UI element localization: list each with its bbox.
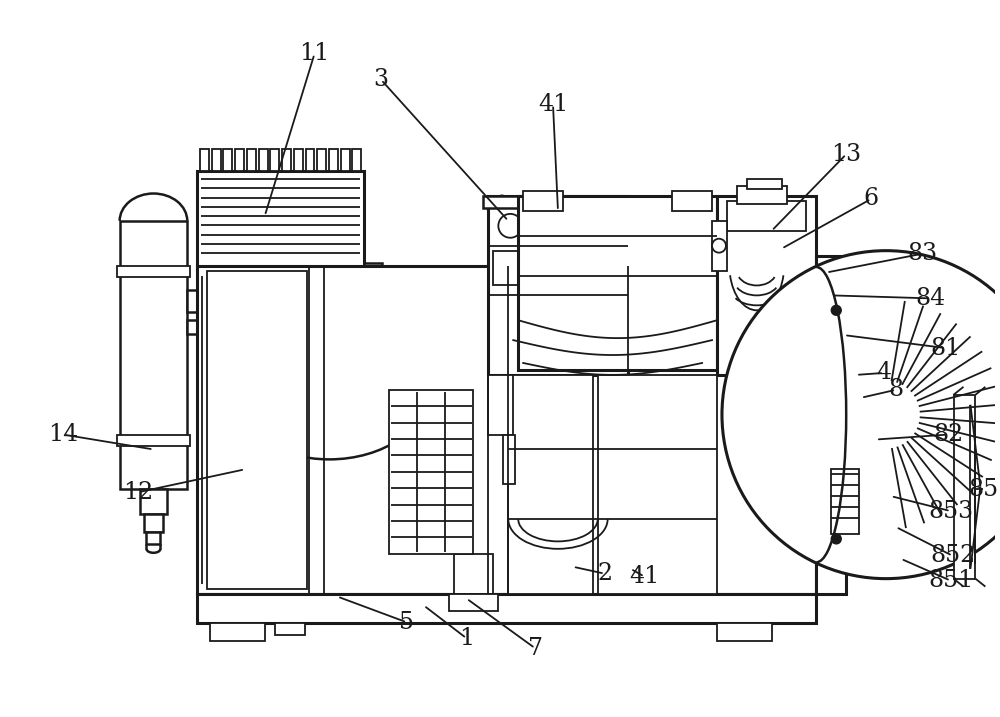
Bar — [197, 320, 364, 345]
Bar — [816, 256, 846, 594]
Text: 8: 8 — [888, 379, 903, 402]
Bar — [364, 262, 382, 280]
Bar — [449, 594, 498, 612]
Bar — [598, 375, 717, 594]
Bar — [712, 221, 727, 270]
Text: 11: 11 — [299, 42, 330, 65]
Bar — [831, 470, 859, 534]
Bar — [672, 191, 712, 211]
Text: 83: 83 — [908, 242, 938, 265]
Bar — [140, 489, 167, 514]
Bar — [223, 149, 232, 171]
Text: 14: 14 — [48, 423, 78, 446]
Bar — [747, 179, 782, 189]
Bar — [270, 149, 279, 171]
Bar — [247, 149, 256, 171]
Circle shape — [831, 534, 841, 544]
Bar — [483, 196, 637, 208]
Bar — [294, 149, 303, 171]
Bar — [146, 532, 160, 544]
Text: 6: 6 — [863, 187, 879, 211]
Text: 851: 851 — [928, 569, 973, 592]
Bar — [508, 375, 593, 594]
Text: 853: 853 — [928, 500, 973, 523]
Text: 1: 1 — [459, 627, 474, 650]
Bar — [488, 375, 513, 435]
Bar — [207, 270, 307, 589]
Bar — [144, 514, 163, 532]
Bar — [488, 196, 628, 375]
Text: 3: 3 — [374, 68, 389, 91]
Bar — [282, 149, 291, 171]
Text: 13: 13 — [831, 143, 861, 166]
Bar — [737, 186, 787, 204]
Text: 12: 12 — [123, 480, 154, 503]
Bar — [717, 196, 816, 375]
Bar — [954, 395, 975, 579]
Bar — [197, 265, 816, 594]
Bar — [120, 221, 187, 489]
Text: 7: 7 — [528, 637, 543, 660]
Bar — [235, 149, 244, 171]
Bar — [212, 149, 221, 171]
Text: 41: 41 — [538, 93, 568, 116]
Bar — [210, 623, 265, 641]
Circle shape — [498, 214, 522, 238]
Text: 41: 41 — [629, 565, 660, 588]
Bar — [389, 390, 473, 554]
Bar — [117, 435, 190, 447]
Text: 852: 852 — [930, 544, 975, 567]
Bar — [341, 149, 350, 171]
Bar — [197, 270, 364, 320]
Bar — [259, 149, 268, 171]
Text: 84: 84 — [916, 287, 946, 310]
Bar — [518, 196, 717, 370]
Circle shape — [831, 305, 841, 315]
Text: 81: 81 — [930, 336, 961, 359]
Bar — [352, 149, 361, 171]
Bar — [306, 149, 314, 171]
Bar — [454, 554, 493, 594]
Text: 4: 4 — [876, 361, 892, 384]
Bar — [197, 171, 364, 270]
Text: 5: 5 — [399, 611, 414, 634]
Bar — [727, 201, 806, 231]
Text: 85: 85 — [968, 478, 998, 500]
Bar — [717, 623, 772, 641]
Bar — [200, 149, 209, 171]
Bar — [187, 320, 199, 334]
Bar — [275, 623, 305, 635]
Text: 82: 82 — [933, 423, 964, 446]
Bar — [329, 149, 338, 171]
Bar — [382, 270, 392, 280]
Bar — [187, 290, 207, 313]
Text: 2: 2 — [597, 562, 612, 585]
Bar — [117, 265, 190, 277]
Bar — [503, 435, 515, 484]
Bar — [317, 149, 326, 171]
Bar — [493, 251, 528, 285]
Circle shape — [712, 239, 726, 252]
Circle shape — [722, 251, 1000, 579]
Bar — [197, 594, 816, 623]
Bar — [523, 191, 563, 211]
